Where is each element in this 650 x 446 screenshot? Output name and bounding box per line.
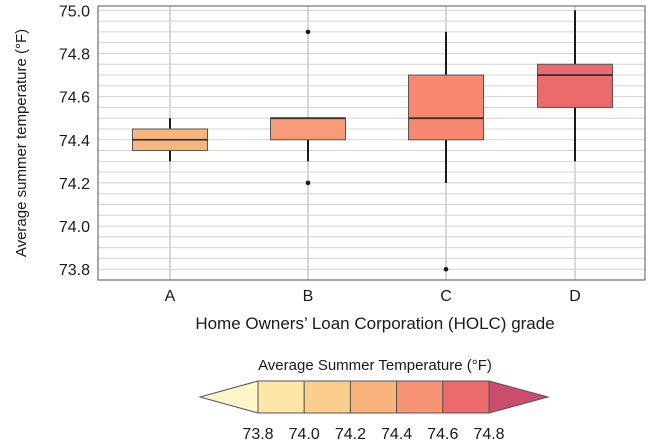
colorbar-tick-labels: 73.8 74.0 74.2 74.4 74.6 74.8 [242, 426, 504, 443]
outlier-point [305, 180, 311, 186]
box-D [537, 10, 613, 162]
y-tick-label: 74.0 [59, 219, 90, 236]
box-iqr [408, 74, 484, 141]
y-tick-label: 74.2 [59, 176, 90, 193]
colorbar-segment [257, 380, 305, 414]
colorbar-segment [303, 380, 351, 414]
box-iqr [270, 117, 346, 141]
colorbar-segment [396, 380, 444, 414]
colorbar-tick-label: 74.8 [473, 426, 504, 443]
colorbar-over-arrow [488, 380, 550, 414]
x-tick-label: A [165, 288, 176, 305]
colorbar-segments [198, 380, 550, 414]
outlier-point [443, 266, 449, 272]
y-axis-label: Average summer temperature (°F) [13, 29, 30, 257]
colorbar-tick-label: 74.0 [289, 426, 320, 443]
colorbar-segment [442, 380, 490, 414]
box-B [270, 29, 346, 186]
box-iqr [537, 63, 613, 108]
y-tick-label: 75.0 [59, 3, 90, 20]
colorbar-tick-label: 74.6 [427, 426, 458, 443]
x-axis-label: Home Owners’ Loan Corporation (HOLC) gra… [195, 314, 554, 333]
outlier-point [305, 29, 311, 35]
x-tick-label: C [440, 288, 452, 305]
colorbar-under-arrow [198, 380, 259, 414]
colorbar-title: Average Summer Temperature (°F) [258, 357, 492, 374]
colorbar-segment [349, 380, 398, 414]
y-tick-label: 74.6 [59, 90, 90, 107]
y-tick-label: 74.8 [59, 46, 90, 63]
plot-frame [97, 5, 646, 281]
colorbar: Average Summer Temperature (°F) 73.8 74.0… [198, 357, 550, 443]
x-tick-labels: A B C D [165, 288, 581, 305]
colorbar-tick-label: 74.4 [381, 426, 412, 443]
boxes [132, 10, 613, 272]
x-tick-label: D [569, 288, 581, 305]
colorbar-tick-label: 74.2 [335, 426, 366, 443]
y-tick-label: 74.4 [59, 133, 90, 150]
box-A [132, 118, 208, 162]
y-tick-label: 73.8 [59, 262, 90, 279]
x-tick-label: B [303, 288, 314, 305]
box-C [408, 31, 484, 272]
colorbar-tick-label: 73.8 [242, 426, 273, 443]
y-tick-labels: 73.8 74.0 74.2 74.4 74.6 74.8 75.0 [59, 3, 90, 279]
